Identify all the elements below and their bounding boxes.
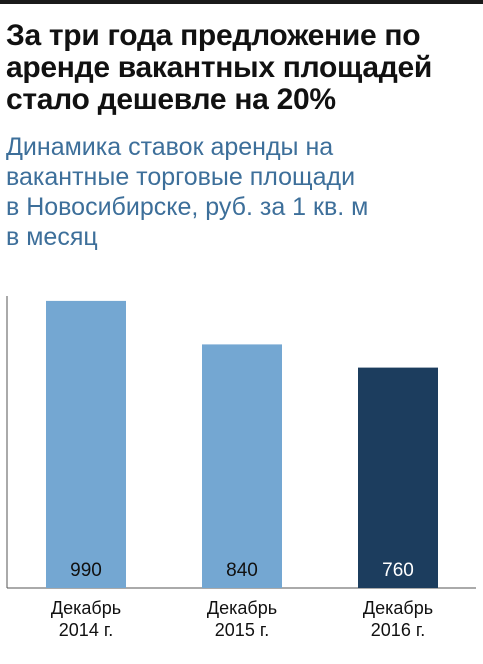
title-line: стало дешевле на 20% xyxy=(6,83,336,116)
x-tick-label-3: Декабрь xyxy=(363,598,433,618)
subtitle-line: вакантные торговые площади xyxy=(6,163,356,191)
x-tick-label-2: 2015 г. xyxy=(215,620,269,640)
title-line: аренде вакантных площадей xyxy=(6,51,433,84)
data-label-3: 760 xyxy=(382,560,414,581)
x-tick-label-1: 2014 г. xyxy=(59,620,113,640)
x-tick-label-1: Декабрь xyxy=(51,598,121,618)
x-tick-label-2: Декабрь xyxy=(207,598,277,618)
subtitle-line: в Новосибирске, руб. за 1 кв. м xyxy=(6,193,369,221)
bar-2 xyxy=(202,344,282,588)
bar-3 xyxy=(358,367,438,588)
chart-subtitle: Динамика ставок аренды на вакантные торг… xyxy=(6,132,476,252)
data-label-2: 840 xyxy=(226,560,258,581)
x-tick-label-3: 2016 г. xyxy=(371,620,425,640)
bar-1 xyxy=(46,300,126,588)
subtitle-line: Динамика ставок аренды на xyxy=(6,133,334,161)
chart-title: За три года предложение по аренде вакант… xyxy=(6,20,476,116)
title-line: За три года предложение по xyxy=(6,19,421,52)
subtitle-line: в месяц xyxy=(6,223,98,251)
data-label-1: 990 xyxy=(70,560,102,581)
top-rule xyxy=(0,0,483,4)
